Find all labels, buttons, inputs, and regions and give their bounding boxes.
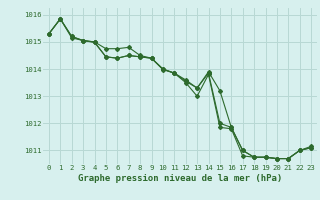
X-axis label: Graphe pression niveau de la mer (hPa): Graphe pression niveau de la mer (hPa) [78,174,282,183]
